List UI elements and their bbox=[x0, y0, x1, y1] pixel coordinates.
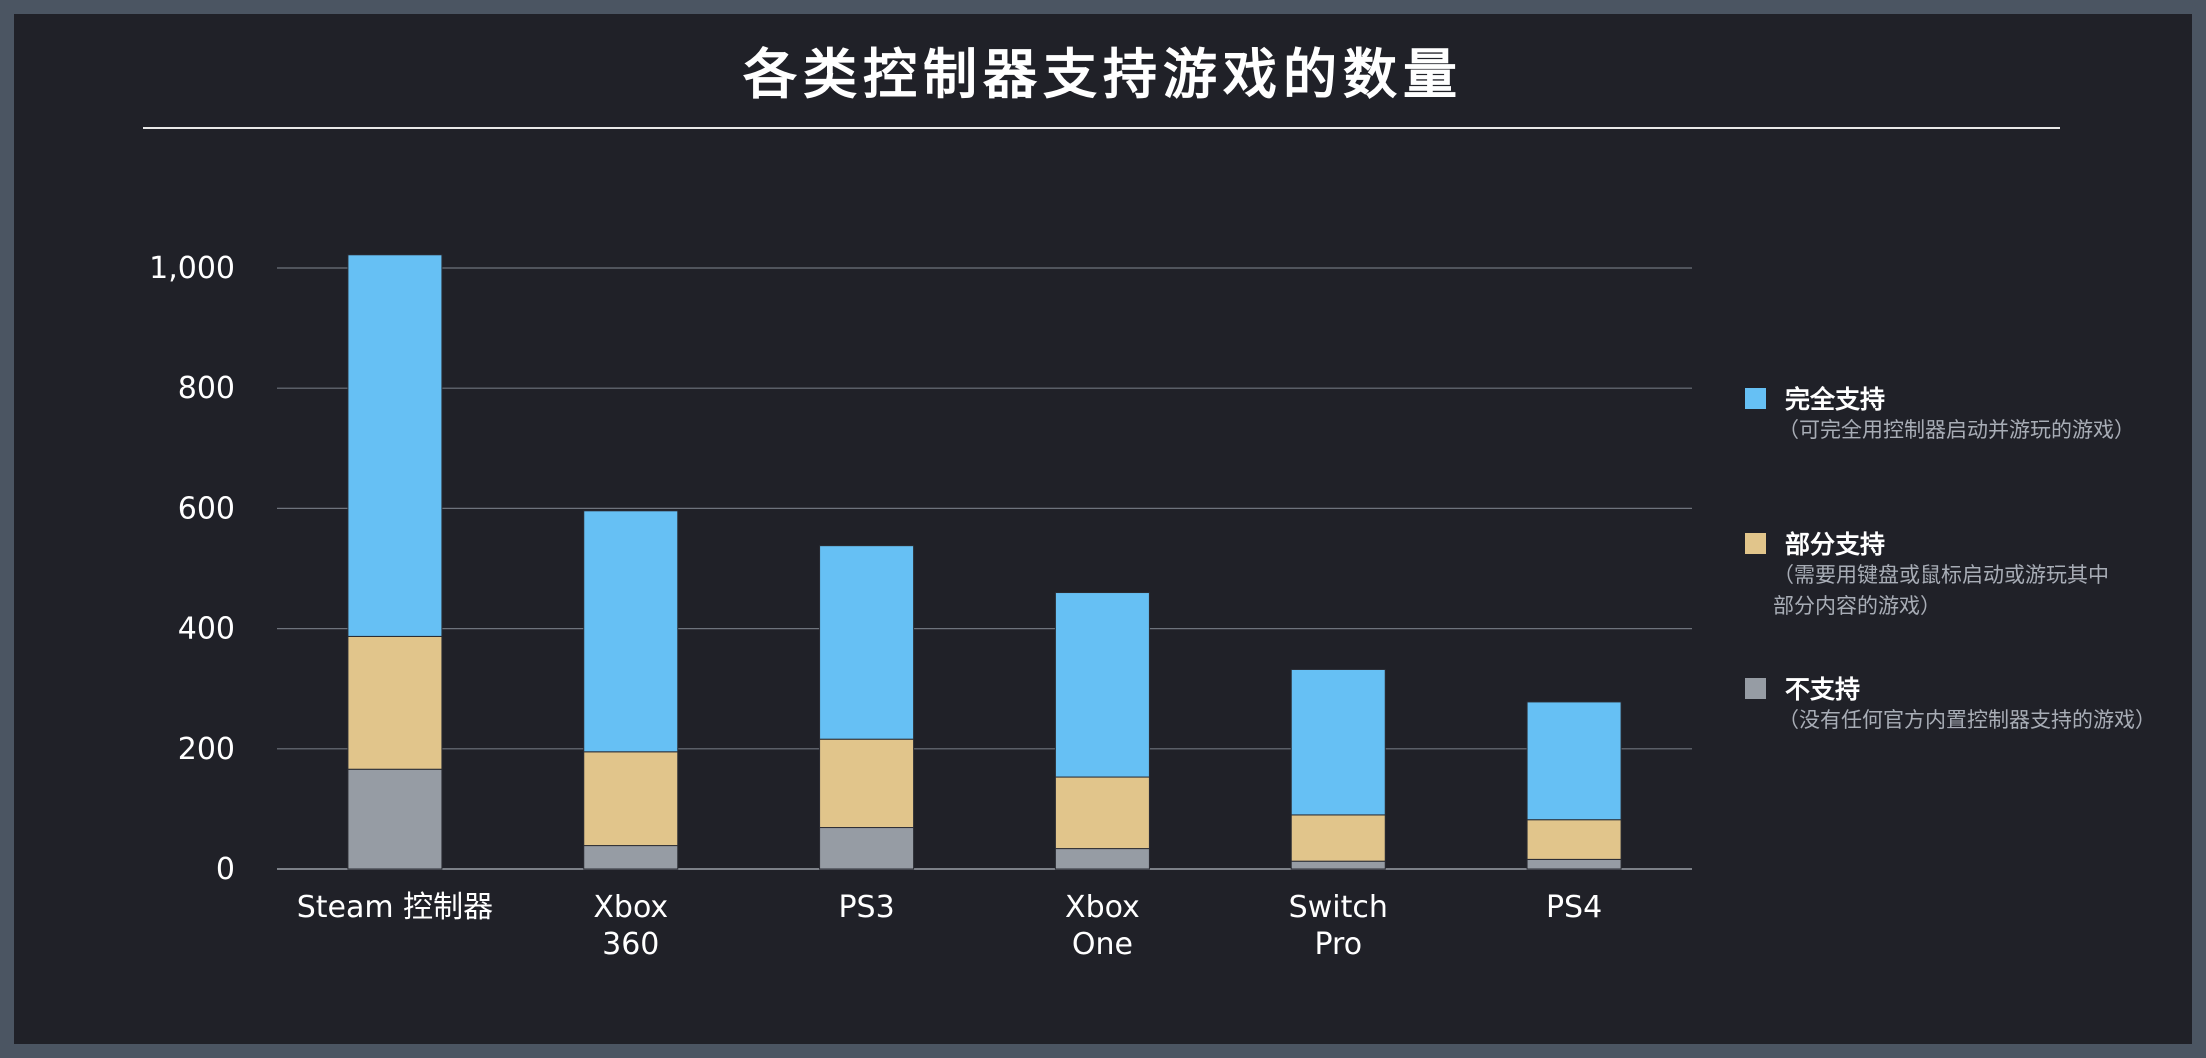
legend-desc-full: （可完全用控制器启动并游玩的游戏） bbox=[1778, 418, 2135, 442]
y-tick-label: 1,000 bbox=[149, 251, 235, 286]
chart-title: 各类控制器支持游戏的数量 bbox=[743, 43, 1463, 106]
x-tick-label: Switch bbox=[1289, 890, 1388, 925]
y-axis-ticks: 0 200 400 600 800 1,000 bbox=[149, 251, 235, 887]
x-tick-label: One bbox=[1072, 927, 1133, 962]
legend-swatch-full bbox=[1745, 388, 1766, 409]
legend-label-none: 不支持 bbox=[1785, 675, 1861, 704]
legend-desc-none: （没有任何官方内置控制器支持的游戏） bbox=[1778, 708, 2156, 732]
bar-segment bbox=[1526, 858, 1622, 870]
x-tick-label: PS3 bbox=[838, 890, 894, 925]
bar-segment bbox=[1290, 860, 1386, 870]
x-tick-label: 360 bbox=[602, 927, 659, 962]
bar-segment bbox=[347, 768, 443, 870]
legend-label-full: 完全支持 bbox=[1785, 385, 1886, 414]
bar-segment bbox=[1054, 776, 1150, 850]
legend-swatch-partial bbox=[1745, 533, 1766, 554]
y-tick-label: 600 bbox=[178, 491, 235, 526]
legend-desc-partial: （需要用键盘或鼠标启动或游玩其中部分内容的游戏） bbox=[1773, 563, 2109, 618]
bar-segment bbox=[819, 738, 915, 829]
bar-segment bbox=[1526, 701, 1622, 821]
bar-segment bbox=[819, 827, 915, 870]
bar-segment bbox=[347, 254, 443, 637]
x-tick-label: Pro bbox=[1314, 927, 1362, 962]
x-tick-label: Xbox bbox=[593, 890, 668, 925]
bar-segment bbox=[819, 545, 915, 740]
bar-segment bbox=[583, 751, 679, 847]
y-tick-label: 800 bbox=[178, 371, 235, 406]
bar-segment bbox=[1054, 592, 1150, 778]
title-divider bbox=[143, 127, 2060, 129]
y-tick-label: 0 bbox=[216, 852, 235, 887]
bar-segment bbox=[1054, 848, 1150, 870]
gridlines bbox=[277, 267, 1692, 870]
y-tick-label: 200 bbox=[178, 732, 235, 767]
bar-segment bbox=[1290, 814, 1386, 862]
y-tick-label: 400 bbox=[178, 612, 235, 647]
legend-label-partial: 部分支持 bbox=[1785, 530, 1886, 559]
bar-segment bbox=[583, 845, 679, 870]
bar-segment bbox=[1290, 668, 1386, 816]
bars bbox=[347, 254, 1622, 870]
x-tick-label: Steam 控制器 bbox=[297, 890, 493, 925]
bar-segment bbox=[1526, 819, 1622, 860]
bar-segment bbox=[347, 635, 443, 770]
x-tick-label: PS4 bbox=[1546, 890, 1602, 925]
bar-segment bbox=[583, 510, 679, 753]
legend-swatch-none bbox=[1745, 678, 1766, 699]
x-tick-label: Xbox bbox=[1065, 890, 1140, 925]
